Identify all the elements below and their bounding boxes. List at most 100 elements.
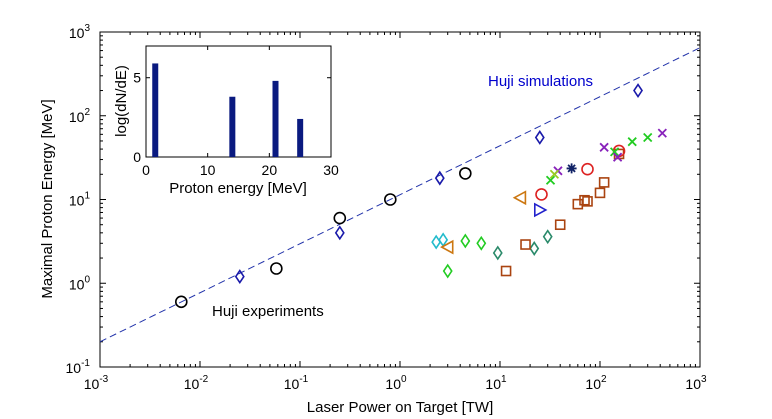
x-tick-exponent: -3 (99, 374, 108, 385)
y-tick-exponent: 3 (84, 23, 90, 34)
data-point-diamond (529, 241, 540, 256)
data-point-circle (535, 188, 548, 201)
x-tick-label: 101 (485, 374, 507, 392)
inset-x-tick-labels: 0 10 20 30 (142, 162, 339, 178)
y-tick-label: 101 (69, 191, 91, 209)
data-point-x (599, 142, 609, 152)
x-tick-base: 10 (585, 376, 601, 392)
y-tick-base: 10 (69, 25, 85, 41)
y-tick-base: 10 (69, 193, 85, 209)
x-tick-labels: 10-3 10-2 10-1 100 101 102 103 (84, 374, 707, 392)
data-point-square (554, 219, 566, 231)
y-tick-base: 10 (69, 109, 85, 125)
data-point-circle (384, 193, 397, 206)
data-point-diamond (234, 269, 245, 285)
inset-bar (229, 96, 236, 157)
x-tick-label: 10-3 (84, 374, 109, 392)
data-point-star (566, 163, 577, 174)
x-tick-base: 10 (284, 376, 300, 392)
data-point-x (643, 132, 653, 143)
y-tick-label: 103 (69, 23, 91, 41)
inset-bars (152, 63, 304, 157)
y-tick-base: 10 (66, 360, 82, 376)
data-point-square (594, 187, 606, 199)
data-point-square (520, 239, 531, 250)
x-tick-base: 10 (685, 376, 701, 392)
data-point-x (545, 175, 556, 185)
x-tick-base: 10 (184, 376, 200, 392)
data-point-diamond (534, 130, 545, 145)
x-axis-label: Laser Power on Target [TW] (307, 399, 493, 416)
y-tick-label: 100 (69, 274, 91, 292)
data-point-x (549, 169, 560, 179)
inset-bar (152, 63, 159, 157)
data-point-x (657, 128, 667, 138)
data-point-diamond (442, 263, 453, 279)
x-tick-label: 10-1 (284, 374, 309, 392)
inset-frame (145, 45, 332, 158)
x-tick-base: 10 (485, 376, 501, 392)
x-tick-label: 100 (385, 374, 407, 392)
data-point-circle (581, 162, 594, 176)
y-tick-exponent: -1 (81, 358, 90, 369)
inset-x-axis-label: Proton energy [MeV] (169, 180, 307, 197)
x-tick-base: 10 (84, 376, 100, 392)
x-tick-exponent: 0 (401, 374, 407, 385)
inset-x-tick-label: 0 (142, 162, 150, 178)
inset-x-tick-label: 20 (262, 162, 278, 178)
x-tick-exponent: -2 (199, 374, 208, 385)
x-tick-exponent: -1 (299, 374, 308, 385)
data-point-triangle-left (512, 190, 527, 206)
data-point-diamond (460, 233, 471, 249)
x-tick-label: 102 (585, 374, 607, 392)
y-tick-label: 102 (69, 107, 91, 125)
main-data-points (174, 83, 667, 309)
inset-bar (297, 118, 304, 157)
x-tick-exponent: 1 (501, 374, 507, 385)
data-point-square (582, 196, 593, 207)
data-point-circle (333, 211, 347, 225)
data-point-diamond (476, 235, 487, 251)
inset-bar (272, 80, 279, 157)
x-tick-label: 103 (685, 374, 707, 392)
inset-bar-chart: 0 10 20 30 05 Proton energy [MeV] log(dN/dE… (113, 45, 339, 197)
data-point-x (627, 137, 637, 147)
data-point-triangle-left (440, 239, 454, 255)
inset-y-axis-label: log(dN/dE) (113, 65, 130, 137)
y-tick-exponent: 2 (84, 107, 90, 118)
annotation-huji-experiments: Huji experiments (212, 303, 324, 320)
inset-y-tick-label: 0 (133, 149, 141, 165)
inset-ticks (145, 46, 332, 158)
inset-x-tick-label: 30 (323, 162, 339, 178)
data-point-circle (174, 295, 188, 309)
y-tick-exponent: 0 (84, 274, 90, 285)
data-point-square (500, 265, 512, 277)
data-point-circle (270, 262, 283, 275)
x-tick-base: 10 (385, 376, 401, 392)
data-point-square (598, 177, 610, 188)
data-point-diamond (434, 170, 445, 186)
y-tick-label: 10-1 (66, 358, 91, 376)
x-tick-label: 10-2 (184, 374, 209, 392)
data-point-diamond (633, 83, 643, 98)
inset-y-tick-labels: 05 (133, 70, 141, 165)
data-point-diamond (542, 229, 553, 245)
data-point-x (612, 152, 623, 162)
inset-x-tick-label: 10 (200, 162, 216, 178)
x-tick-exponent: 2 (601, 374, 607, 385)
data-point-circle (459, 167, 472, 180)
data-point-diamond (334, 225, 345, 241)
data-point-triangle-right (533, 202, 548, 218)
annotation-huji-simulations: Huji simulations (488, 73, 593, 90)
x-tick-exponent: 3 (701, 374, 707, 385)
data-point-square (579, 194, 590, 206)
y-axis-label: Maximal Proton Energy [MeV] (39, 99, 56, 298)
y-tick-base: 10 (69, 276, 85, 292)
scaling-fit-line (99, 47, 701, 343)
inset-y-tick-label: 5 (133, 70, 141, 86)
data-point-diamond (492, 245, 503, 261)
data-point-x (609, 147, 620, 157)
y-tick-exponent: 1 (84, 191, 90, 202)
